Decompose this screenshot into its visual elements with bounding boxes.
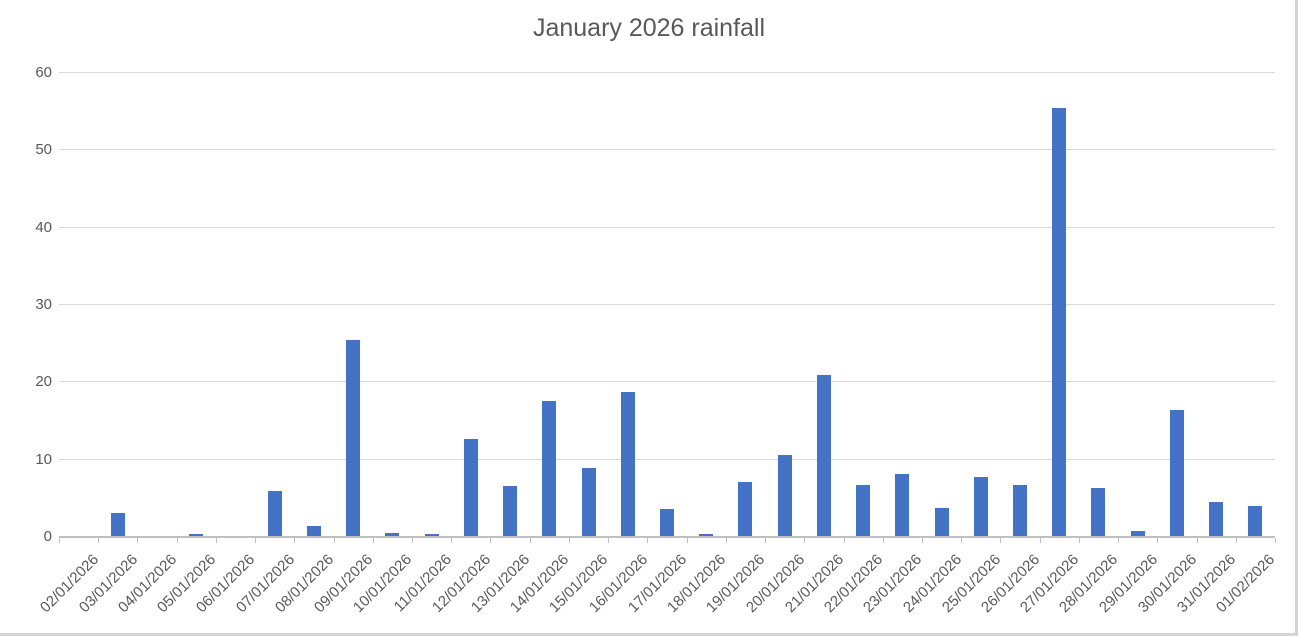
- chart-bar[interactable]: [817, 375, 831, 536]
- x-axis-tick: [216, 538, 217, 543]
- y-axis-label: 10: [35, 451, 52, 468]
- x-axis-tick: [1079, 538, 1080, 543]
- y-gridline: [59, 459, 1275, 460]
- x-axis-tick: [1236, 538, 1237, 543]
- y-gridline: [59, 304, 1275, 305]
- x-axis-tick: [922, 538, 923, 543]
- chart-bar[interactable]: [1170, 410, 1184, 536]
- chart-bar[interactable]: [935, 508, 949, 536]
- x-axis-tick: [726, 538, 727, 543]
- chart-title: January 2026 rainfall: [532, 14, 766, 42]
- window-border-bottom: [0, 633, 1298, 636]
- y-axis-label: 20: [35, 373, 52, 390]
- x-axis-tick: [1275, 538, 1276, 543]
- x-axis-tick: [765, 538, 766, 543]
- chart-bar[interactable]: [1248, 506, 1262, 536]
- x-axis-tick: [137, 538, 138, 543]
- x-axis-tick: [1118, 538, 1119, 543]
- chart-bar[interactable]: [425, 534, 439, 536]
- x-axis-tick: [59, 538, 60, 543]
- chart-bar[interactable]: [738, 482, 752, 536]
- chart-bar[interactable]: [268, 491, 282, 536]
- x-axis-tick: [1000, 538, 1001, 543]
- x-axis-tick: [255, 538, 256, 543]
- y-axis-label: 60: [35, 64, 52, 81]
- x-axis-tick: [804, 538, 805, 543]
- x-axis-tick: [98, 538, 99, 543]
- y-gridline: [59, 227, 1275, 228]
- y-axis-label: 30: [35, 296, 52, 313]
- chart-bar[interactable]: [1209, 502, 1223, 536]
- chart-bar[interactable]: [856, 485, 870, 536]
- chart-bar[interactable]: [621, 392, 635, 536]
- chart-bar[interactable]: [385, 533, 399, 536]
- x-axis-tick: [844, 538, 845, 543]
- chart-bar[interactable]: [542, 401, 556, 536]
- chart-bar[interactable]: [778, 455, 792, 536]
- x-axis-tick: [569, 538, 570, 543]
- y-gridline: [59, 149, 1275, 150]
- chart-bar[interactable]: [503, 486, 517, 536]
- x-axis-tick: [412, 538, 413, 543]
- chart-bar[interactable]: [895, 474, 909, 536]
- x-axis-tick: [647, 538, 648, 543]
- x-axis-tick: [961, 538, 962, 543]
- x-axis-tick: [373, 538, 374, 543]
- chart-bar[interactable]: [974, 477, 988, 536]
- chart-bar[interactable]: [582, 468, 596, 536]
- chart-bar[interactable]: [1052, 108, 1066, 536]
- x-axis-tick: [334, 538, 335, 543]
- chart-bar[interactable]: [346, 340, 360, 536]
- x-axis-tick: [530, 538, 531, 543]
- x-axis-tick: [608, 538, 609, 543]
- chart-bar[interactable]: [1091, 488, 1105, 536]
- y-axis-label: 0: [43, 528, 52, 545]
- chart-bar[interactable]: [111, 513, 125, 536]
- chart-bar[interactable]: [1131, 531, 1145, 536]
- x-axis-line: [59, 536, 1275, 538]
- chart-bar[interactable]: [699, 534, 713, 536]
- x-axis-tick: [1197, 538, 1198, 543]
- chart-bar[interactable]: [1013, 485, 1027, 536]
- x-axis-tick: [687, 538, 688, 543]
- chart-bar[interactable]: [660, 509, 674, 536]
- x-axis-tick: [451, 538, 452, 543]
- x-axis-tick: [883, 538, 884, 543]
- y-axis-label: 50: [35, 141, 52, 158]
- y-gridline: [59, 381, 1275, 382]
- chart-bar[interactable]: [307, 526, 321, 536]
- chart-bar[interactable]: [464, 439, 478, 536]
- x-axis-tick: [490, 538, 491, 543]
- window-border-right: [1295, 0, 1298, 636]
- x-axis-tick: [1040, 538, 1041, 543]
- y-gridline: [59, 72, 1275, 73]
- x-axis-tick: [294, 538, 295, 543]
- y-axis-label: 40: [35, 219, 52, 236]
- x-axis-tick: [1157, 538, 1158, 543]
- x-axis-tick: [177, 538, 178, 543]
- chart-bar[interactable]: [189, 534, 203, 536]
